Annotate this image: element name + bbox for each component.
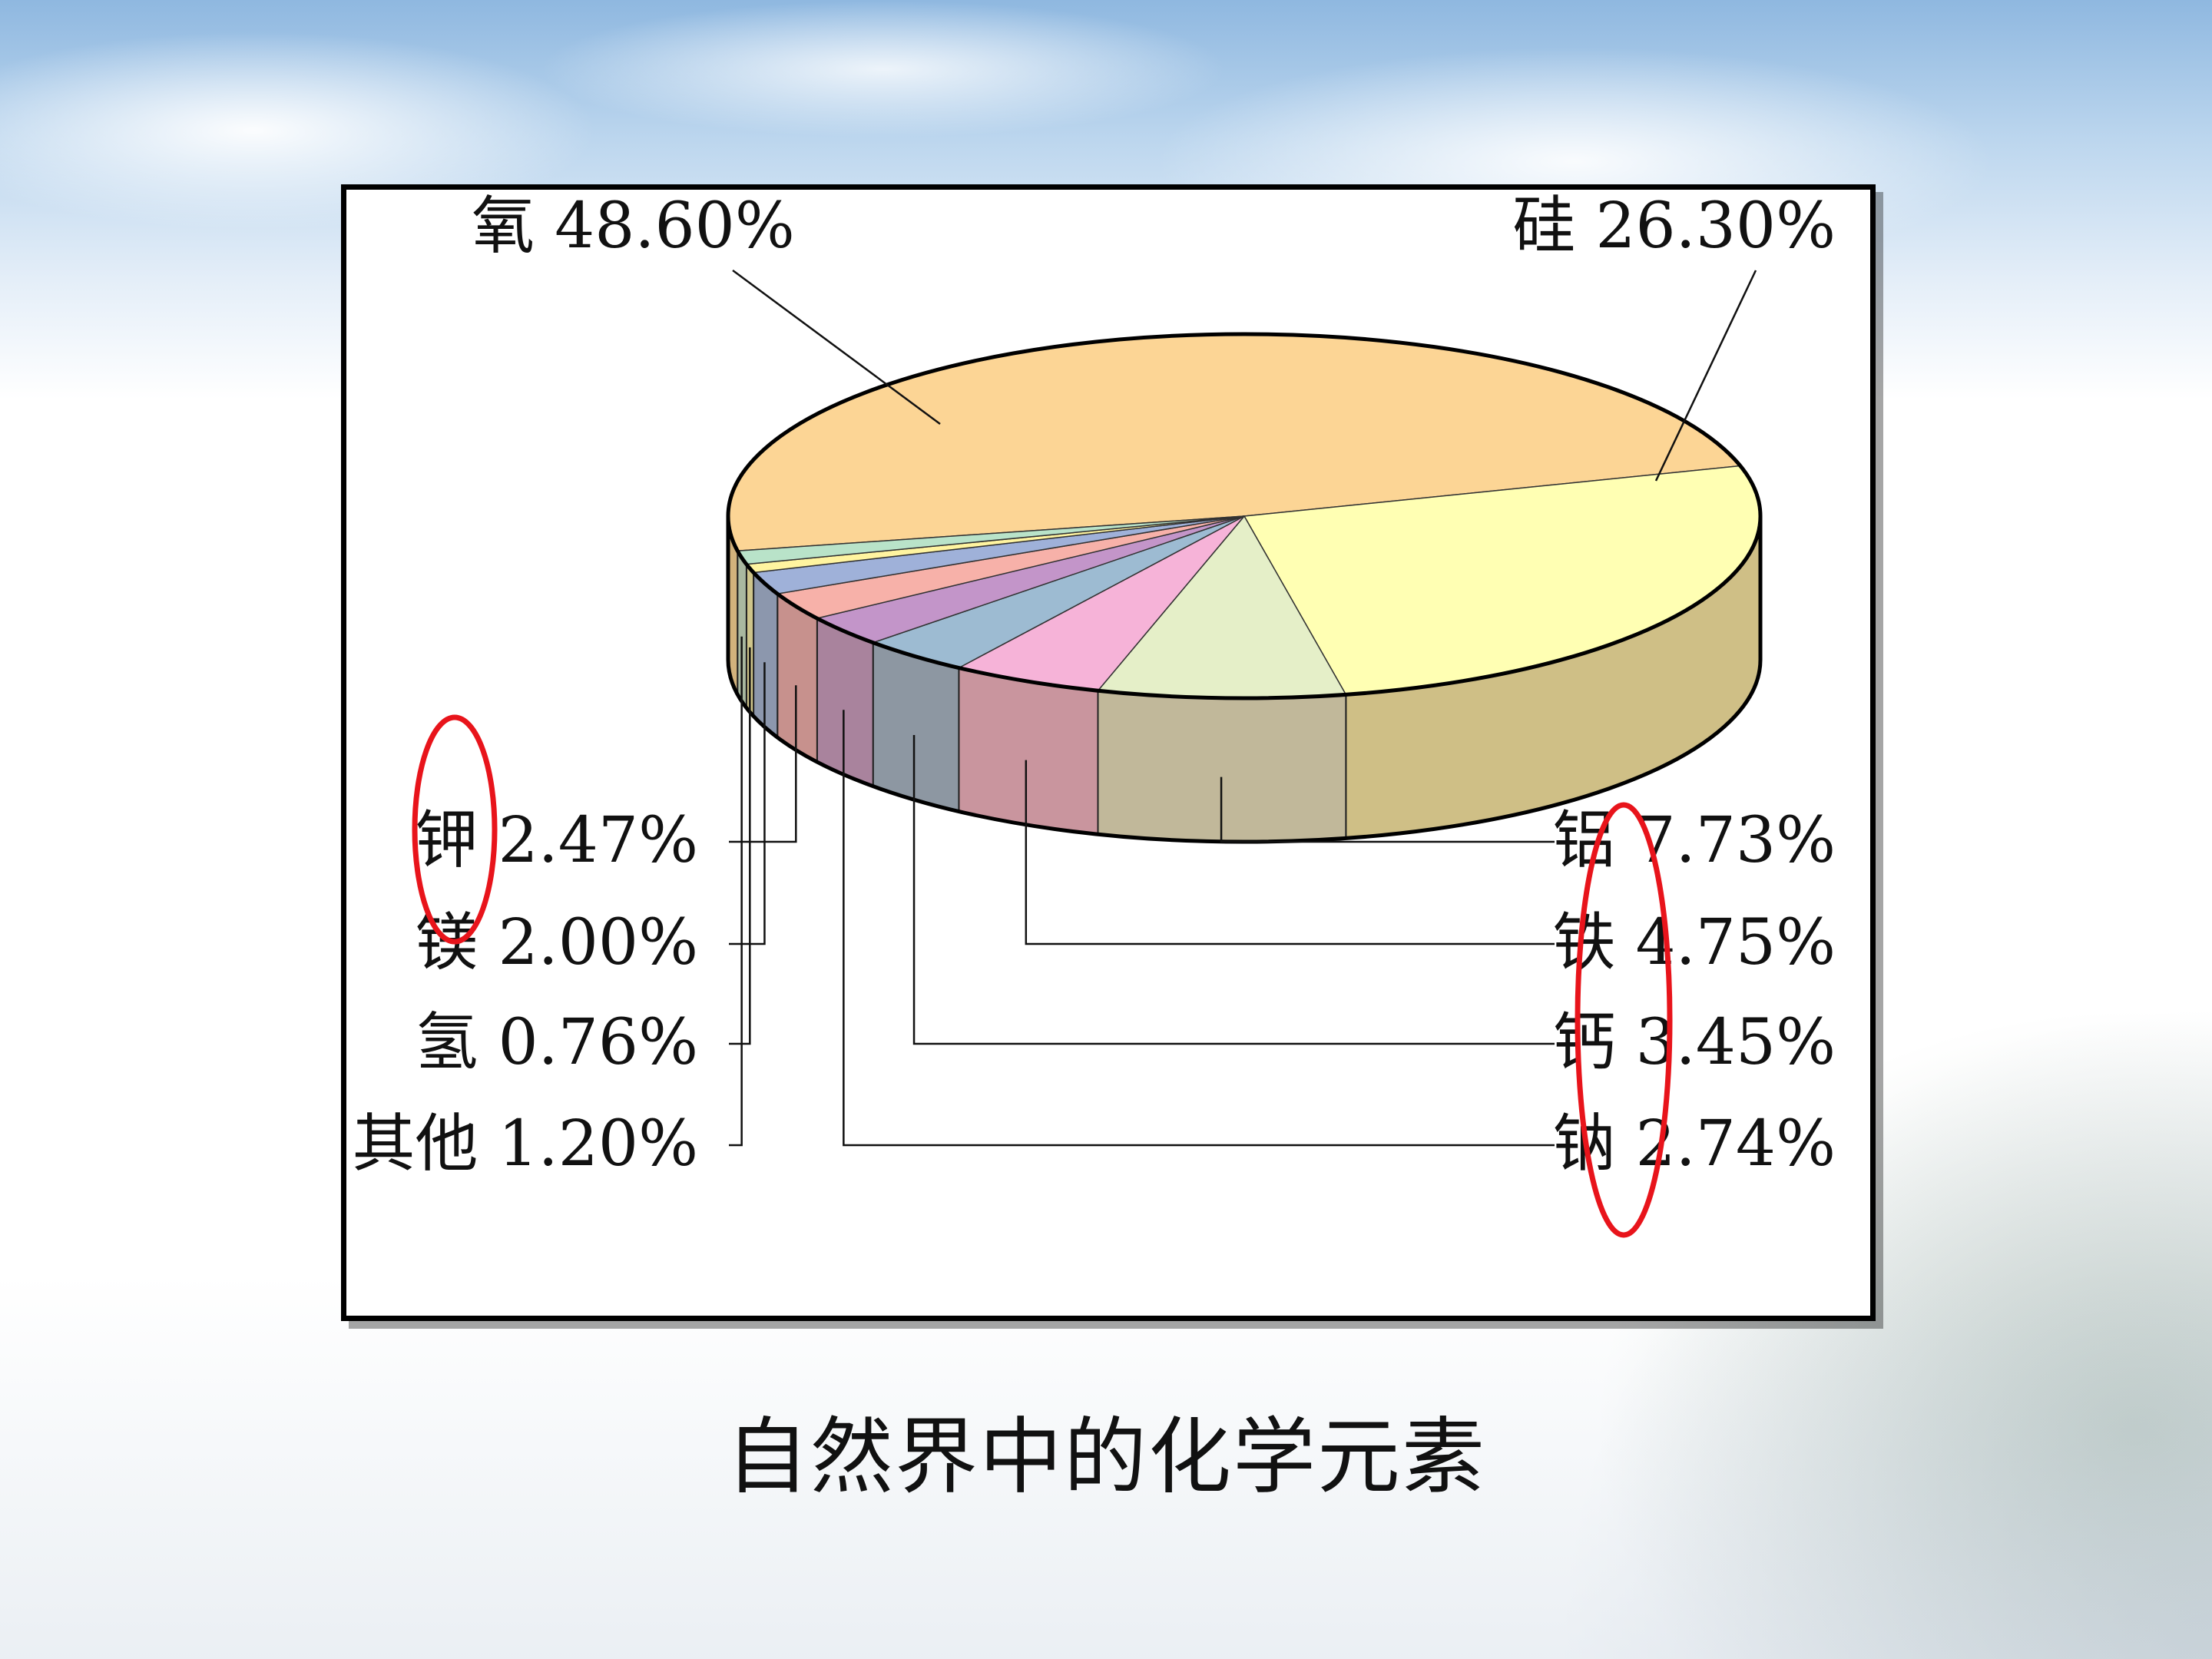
leader-钾 [729, 685, 797, 843]
label-铝: 铝 7.73% [1552, 804, 1836, 877]
label-钠: 钠 2.74% [1552, 1108, 1836, 1181]
label-其他: 其他 1.20% [352, 1108, 698, 1181]
page-caption: 自然界中的化学元素 [725, 1409, 1486, 1505]
label-镁: 镁 2.00% [415, 906, 698, 979]
haze-decoration [0, 1275, 2212, 1659]
label-钾: 钾 2.47% [415, 804, 698, 877]
pie-side-铁 [958, 667, 1099, 836]
pie-top-faces [727, 333, 1761, 699]
label-钙: 钙 3.45% [1552, 1006, 1836, 1079]
slice-labels: 氧 48.60% 硅 26.30% 钾 2.47% 镁 2.00% 氢 0.76% 其他 … [352, 190, 1836, 1181]
pie-side-钾 [777, 592, 818, 763]
label-铁: 铁 4.75% [1552, 906, 1836, 979]
highlight-ovals [412, 714, 1673, 1238]
label-氢: 氢 0.76% [415, 1006, 698, 1079]
leader-铝 [1220, 777, 1555, 843]
pie-chart: 氧 48.60% 硅 26.30% 钾 2.47% 镁 2.00% 氢 0.76% 其他 … [352, 190, 1836, 1238]
leader-lines [729, 269, 1757, 1147]
leader-铁 [1025, 760, 1555, 945]
pie-side-钙 [872, 641, 960, 813]
highlight-oval-right [1575, 802, 1673, 1238]
pie-side-faces [727, 515, 1761, 843]
pie-side-钠 [816, 617, 874, 788]
label-氧: 氧 48.60% [472, 190, 795, 263]
leader-钠 [843, 710, 1555, 1147]
highlight-oval-left [412, 714, 498, 945]
label-硅: 硅 26.30% [1512, 190, 1836, 263]
leader-其他 [729, 636, 743, 1147]
leader-钙 [912, 734, 1555, 1045]
leader-氢 [729, 647, 751, 1045]
cloud-decoration [538, 0, 1229, 138]
leader-硅 [1654, 270, 1757, 482]
leader-氧 [732, 269, 941, 426]
